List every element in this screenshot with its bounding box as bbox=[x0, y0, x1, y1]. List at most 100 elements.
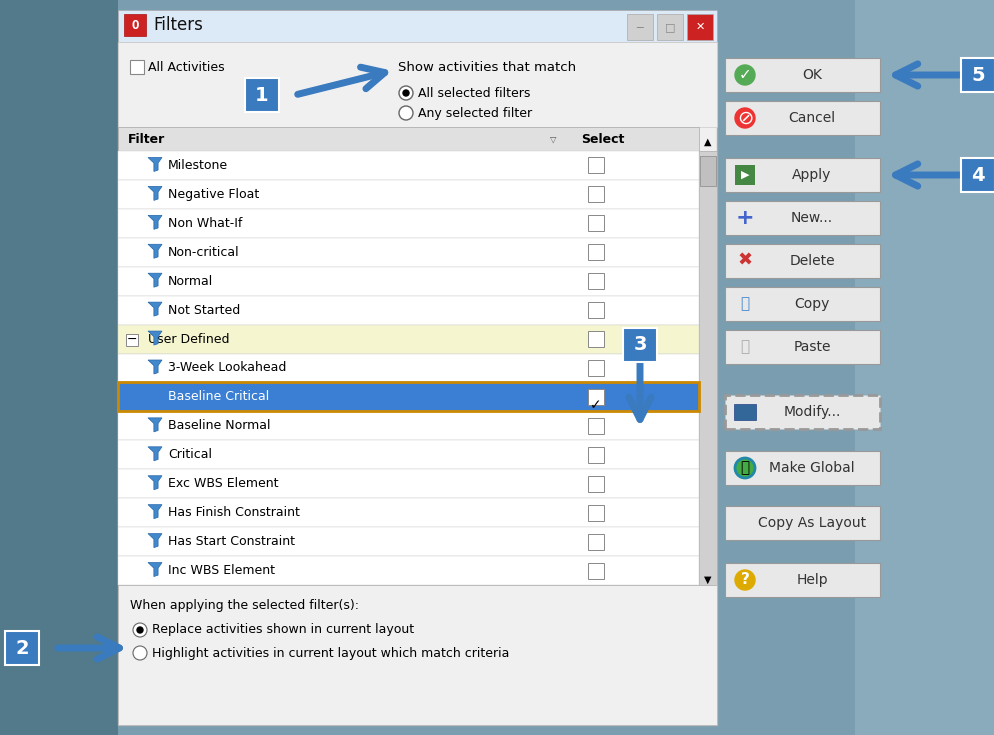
Text: Copy As Layout: Copy As Layout bbox=[757, 516, 865, 530]
Bar bbox=[587, 302, 603, 318]
Text: 1: 1 bbox=[254, 85, 268, 104]
Bar bbox=[5, 631, 39, 665]
Bar bbox=[725, 58, 879, 92]
Polygon shape bbox=[148, 505, 162, 519]
Text: Copy: Copy bbox=[793, 297, 829, 311]
Bar bbox=[118, 354, 699, 382]
Text: □: □ bbox=[664, 22, 675, 32]
Text: +: + bbox=[735, 208, 753, 228]
Polygon shape bbox=[148, 157, 162, 171]
Text: Baseline Normal: Baseline Normal bbox=[168, 420, 270, 432]
Polygon shape bbox=[148, 418, 162, 432]
Text: Baseline Critical: Baseline Critical bbox=[168, 390, 269, 404]
Bar bbox=[960, 158, 994, 192]
Text: New...: New... bbox=[790, 211, 832, 225]
Bar bbox=[587, 476, 603, 492]
Bar bbox=[118, 238, 699, 267]
Polygon shape bbox=[148, 447, 162, 461]
Text: −: − bbox=[126, 332, 137, 345]
Bar bbox=[587, 215, 603, 232]
Text: ⧉: ⧉ bbox=[740, 340, 748, 354]
Bar bbox=[587, 157, 603, 173]
Bar bbox=[118, 10, 717, 42]
Polygon shape bbox=[148, 302, 162, 316]
Text: Replace activities shown in current layout: Replace activities shown in current layo… bbox=[152, 623, 414, 637]
Bar bbox=[118, 151, 699, 180]
Bar bbox=[587, 534, 603, 550]
Text: ─: ─ bbox=[636, 22, 643, 32]
Bar bbox=[587, 187, 603, 202]
Bar bbox=[118, 295, 699, 325]
Text: Exc WBS Element: Exc WBS Element bbox=[168, 477, 278, 490]
Text: Normal: Normal bbox=[168, 275, 213, 287]
Circle shape bbox=[133, 646, 147, 660]
Bar bbox=[656, 14, 682, 40]
Bar bbox=[118, 527, 699, 556]
Bar bbox=[587, 244, 603, 260]
Text: Make Global: Make Global bbox=[768, 461, 854, 475]
Text: ▲: ▲ bbox=[704, 137, 711, 147]
Bar bbox=[725, 201, 879, 235]
Circle shape bbox=[399, 86, 413, 100]
Text: Paste: Paste bbox=[792, 340, 830, 354]
Text: Milestone: Milestone bbox=[168, 159, 228, 172]
Text: Apply: Apply bbox=[791, 168, 831, 182]
Circle shape bbox=[735, 570, 754, 590]
Bar bbox=[118, 180, 699, 209]
Text: ▶: ▶ bbox=[740, 170, 748, 180]
Text: Inc WBS Element: Inc WBS Element bbox=[168, 564, 274, 577]
Bar bbox=[118, 42, 717, 725]
Bar bbox=[725, 158, 879, 192]
Bar bbox=[725, 563, 879, 597]
Bar bbox=[725, 395, 879, 429]
Bar bbox=[118, 440, 699, 469]
Text: ▽: ▽ bbox=[550, 135, 556, 143]
Bar bbox=[587, 418, 603, 434]
Text: Select: Select bbox=[580, 132, 624, 146]
Bar bbox=[118, 42, 717, 127]
Circle shape bbox=[735, 108, 754, 128]
Text: All selected filters: All selected filters bbox=[417, 87, 530, 99]
Text: 2: 2 bbox=[15, 639, 29, 658]
Text: Help: Help bbox=[795, 573, 827, 587]
Text: Negative Float: Negative Float bbox=[168, 188, 259, 201]
Bar bbox=[718, 0, 994, 735]
Text: 🌐: 🌐 bbox=[740, 461, 748, 476]
Bar bbox=[130, 60, 144, 74]
Bar bbox=[587, 505, 603, 520]
Circle shape bbox=[735, 65, 754, 85]
Text: 4: 4 bbox=[970, 165, 984, 184]
Text: When applying the selected filter(s):: When applying the selected filter(s): bbox=[130, 598, 359, 612]
Bar bbox=[118, 412, 699, 440]
Bar bbox=[725, 506, 879, 540]
Text: Modify...: Modify... bbox=[782, 405, 840, 419]
Polygon shape bbox=[148, 215, 162, 229]
Text: OK: OK bbox=[801, 68, 821, 82]
Circle shape bbox=[137, 627, 143, 633]
Polygon shape bbox=[148, 187, 162, 201]
Text: Has Start Constraint: Has Start Constraint bbox=[168, 535, 294, 548]
Bar bbox=[700, 156, 716, 186]
Bar bbox=[118, 325, 699, 354]
Circle shape bbox=[399, 106, 413, 120]
Text: ✕: ✕ bbox=[695, 22, 704, 32]
Text: Critical: Critical bbox=[168, 448, 212, 462]
Bar bbox=[725, 287, 879, 321]
Text: Delete: Delete bbox=[788, 254, 834, 268]
Bar bbox=[118, 382, 699, 412]
Bar bbox=[686, 14, 713, 40]
Text: Non-critical: Non-critical bbox=[168, 245, 240, 259]
Text: ?: ? bbox=[740, 573, 748, 587]
Text: All Activities: All Activities bbox=[148, 60, 225, 74]
Text: ✓: ✓ bbox=[738, 68, 750, 82]
Bar bbox=[0, 0, 118, 735]
Bar bbox=[735, 165, 754, 185]
Circle shape bbox=[133, 623, 147, 637]
Text: 3: 3 bbox=[632, 335, 646, 354]
Text: Show activities that match: Show activities that match bbox=[398, 60, 576, 74]
Circle shape bbox=[735, 458, 754, 478]
Bar bbox=[245, 78, 278, 112]
Text: ▼: ▼ bbox=[704, 575, 711, 585]
Text: ⊘: ⊘ bbox=[737, 109, 752, 127]
Text: Any selected filter: Any selected filter bbox=[417, 107, 532, 120]
